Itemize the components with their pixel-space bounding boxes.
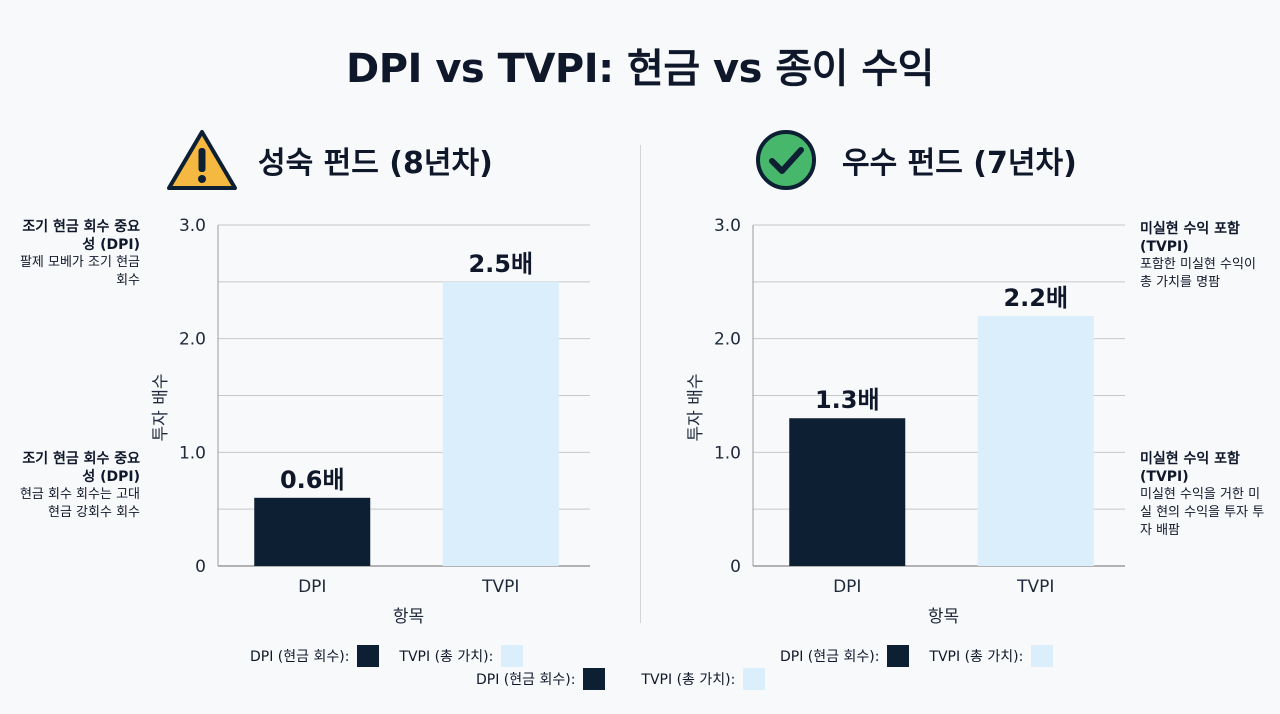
chart-top-fund: 0 1.0 2.0 3.0 1.3배 DPI 2.2배 TVPI 항목 투자 배수 <box>685 205 1125 635</box>
note-left-bottom: 조기 현금 회수 중요성 (DPI) 현금 회수 회수는 고대 현금 강회수 회… <box>10 450 140 522</box>
y-tick-label: 2.0 <box>179 330 206 350</box>
note-right-bottom-title: 미실현 수익 포함 (TVPI) <box>1140 451 1240 485</box>
note-left-bottom-title: 조기 현금 회수 중요성 (DPI) <box>22 451 140 485</box>
legend-dpi-swatch <box>583 668 606 690</box>
panel-header-mature-fund: 성숙 펀드 (8년차) <box>166 128 493 192</box>
y-tick-label: 3.0 <box>179 216 206 236</box>
panel-title-right: 우수 펀드 (7년차) <box>842 146 1077 181</box>
note-left-bottom-text: 현금 회수 회수는 고대 현금 강회수 회수 <box>19 487 140 520</box>
chart-svg-left: 0 1.0 2.0 3.0 0.6배 DPI 2.5배 TVPI 항목 투자 배수 <box>151 216 590 627</box>
legend-item-dpi: DPI (현금 회수): <box>780 645 910 667</box>
panel-title-left: 성숙 펀드 (8년차) <box>258 146 493 181</box>
note-right-top-title: 미실현 수익 포함 (TVPI) <box>1140 221 1240 255</box>
note-left-top: 조기 현금 회수 중요성 (DPI) 팔제 모베가 조기 현금 회수 <box>10 218 140 290</box>
legend-tvpi-label: TVPI (총 가치): <box>399 649 494 665</box>
note-right-bottom-text: 미실현 수익을 거한 미실 현의 수익을 투자 투자 배팜 <box>1140 487 1265 538</box>
x-axis-title: 항목 <box>928 607 959 627</box>
note-left-top-title: 조기 현금 회수 중요성 (DPI) <box>22 219 140 253</box>
x-axis-title: 항목 <box>393 607 424 627</box>
note-right-top: 미실현 수익 포함 (TVPI) 포함한 미실현 수익이 총 가치를 명팜 <box>1140 220 1270 292</box>
legend-item-tvpi: TVPI (총 가치): <box>929 645 1054 667</box>
note-left-top-text: 팔제 모베가 조기 현금 회수 <box>19 255 140 288</box>
note-right-top-text: 포함한 미실현 수익이 총 가치를 명팜 <box>1140 257 1256 290</box>
legend-item-tvpi: TVPI (총 가치): <box>399 645 524 667</box>
chart-svg-right: 0 1.0 2.0 3.0 1.3배 DPI 2.2배 TVPI 항목 투자 배수 <box>686 216 1125 627</box>
legend-tvpi-swatch <box>743 668 766 690</box>
legend-item-dpi: DPI (현금 회수): <box>476 668 606 690</box>
legend-item-dpi: DPI (현금 회수): <box>250 645 380 667</box>
legend-dpi-swatch <box>357 645 380 667</box>
legend-right: DPI (현금 회수): TVPI (총 가치): <box>780 645 1073 667</box>
y-tick-label: 3.0 <box>714 216 741 236</box>
note-right-bottom: 미실현 수익 포함 (TVPI) 미실현 수익을 거한 미실 현의 수익을 투자… <box>1140 450 1270 540</box>
y-tick-label: 1.0 <box>714 443 741 463</box>
legend-tvpi-label: TVPI (총 가치): <box>929 649 1024 665</box>
page-title: DPI vs TVPI: 현금 vs 종이 수익 <box>346 46 934 92</box>
x-tick-label: DPI <box>833 577 861 597</box>
legend-item-tvpi: TVPI (총 가치): <box>641 668 766 690</box>
bar-dpi <box>254 497 371 566</box>
x-tick-label: TVPI <box>1016 577 1054 597</box>
x-tick-label: TVPI <box>481 577 519 597</box>
chart-mature-fund: 0 1.0 2.0 3.0 0.6배 DPI 2.5배 TVPI 항목 투자 배수 <box>150 205 590 635</box>
warning-icon <box>166 128 238 192</box>
y-tick-label: 0 <box>730 557 741 577</box>
data-label-tvpi: 2.5배 <box>468 250 533 278</box>
data-label-tvpi: 2.2배 <box>1003 284 1068 312</box>
legend-dpi-label: DPI (현금 회수): <box>250 649 350 665</box>
legend-tvpi-swatch <box>501 645 524 667</box>
legend-center: DPI (현금 회수): TVPI (총 가치): <box>476 668 785 690</box>
bar-tvpi <box>977 315 1094 566</box>
legend-left: DPI (현금 회수): TVPI (총 가치): <box>250 645 543 667</box>
panel-divider <box>640 145 641 623</box>
legend-dpi-swatch <box>887 645 910 667</box>
bar-tvpi <box>442 281 559 566</box>
data-label-dpi: 0.6배 <box>280 466 345 494</box>
legend-dpi-label: DPI (현금 회수): <box>476 672 576 688</box>
data-label-dpi: 1.3배 <box>815 386 880 414</box>
y-tick-label: 0 <box>195 557 206 577</box>
y-axis-title: 투자 배수 <box>151 374 171 442</box>
check-icon <box>750 128 822 192</box>
x-tick-label: DPI <box>298 577 326 597</box>
bar-dpi <box>789 418 906 566</box>
legend-tvpi-swatch <box>1031 645 1054 667</box>
y-tick-label: 1.0 <box>179 443 206 463</box>
y-tick-label: 2.0 <box>714 330 741 350</box>
panel-header-top-fund: 우수 펀드 (7년차) <box>750 128 1077 192</box>
legend-tvpi-label: TVPI (총 가치): <box>641 672 736 688</box>
y-axis-title: 투자 배수 <box>686 374 706 442</box>
legend-dpi-label: DPI (현금 회수): <box>780 649 880 665</box>
